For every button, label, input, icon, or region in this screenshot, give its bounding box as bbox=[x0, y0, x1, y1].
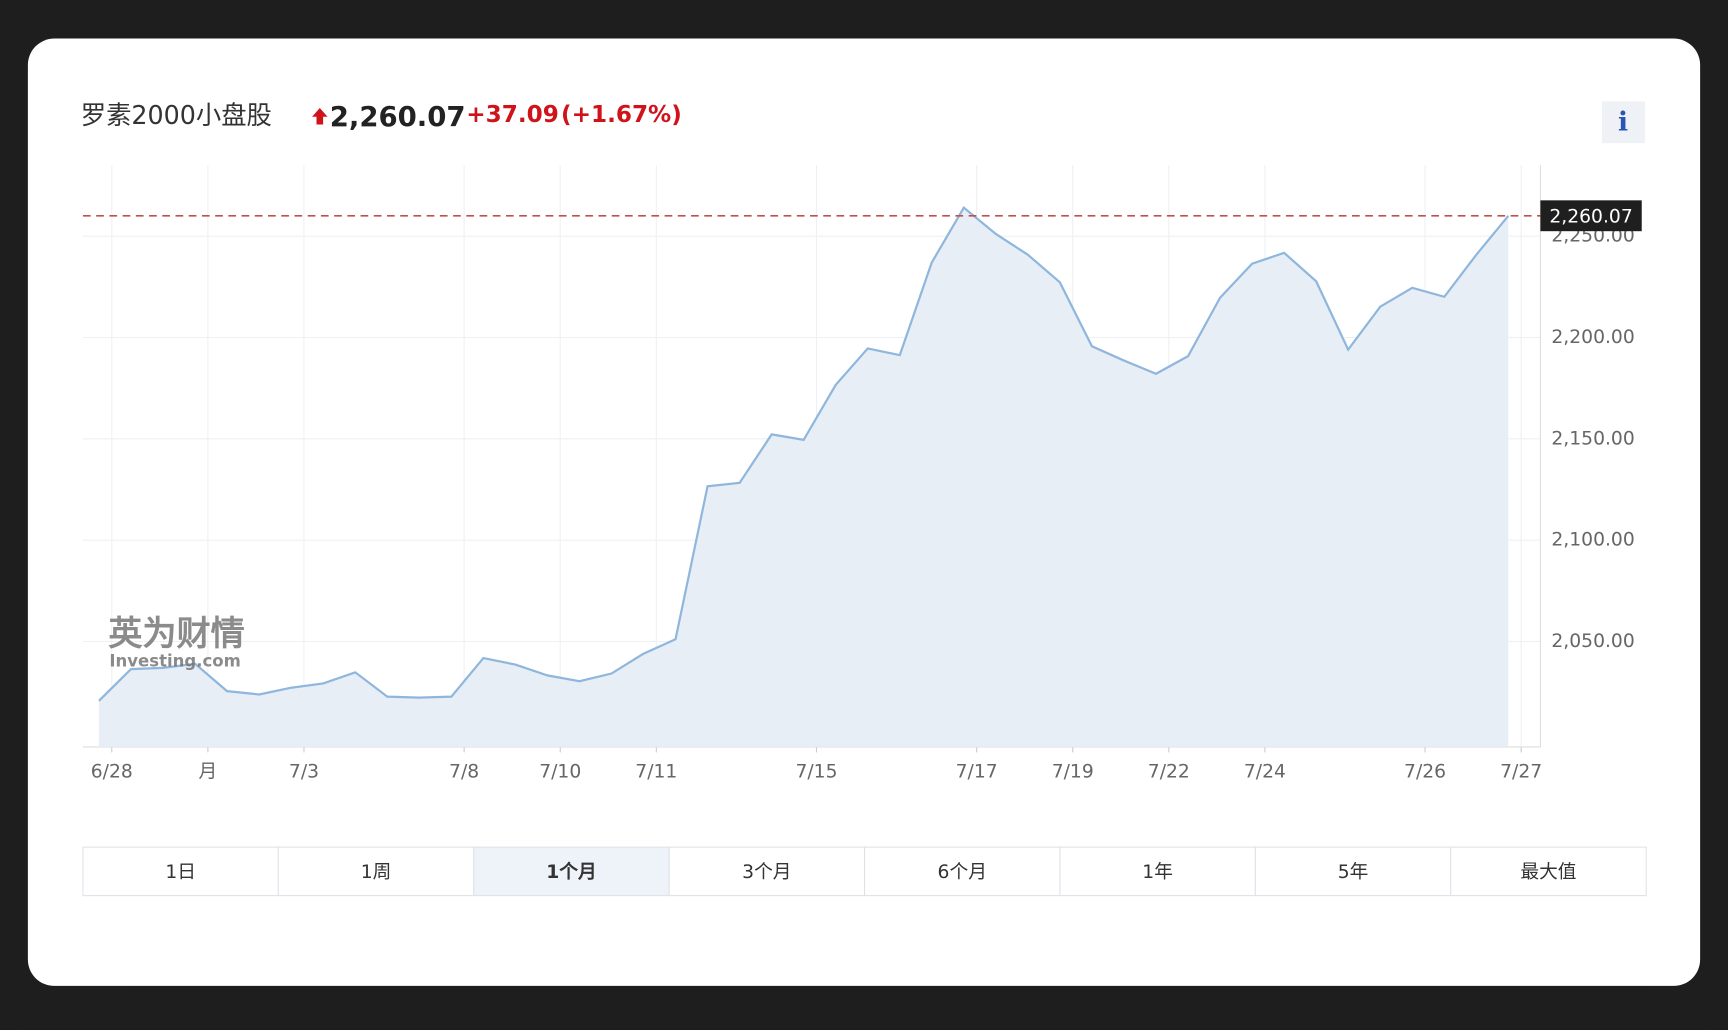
tab-label: 3个月 bbox=[742, 862, 791, 883]
x-tick-label: 7/22 bbox=[1148, 762, 1190, 783]
x-tick-label: 6/28 bbox=[91, 762, 133, 783]
range-tab[interactable]: 最大值 bbox=[1450, 846, 1647, 897]
change: +37.09 bbox=[466, 102, 559, 128]
range-tab[interactable]: 5年 bbox=[1254, 846, 1452, 897]
y-tick-label: 2,150.00 bbox=[1551, 428, 1634, 449]
x-tick-label: 7/8 bbox=[449, 762, 479, 783]
tab-label: 最大值 bbox=[1520, 862, 1576, 883]
area-fill bbox=[98, 207, 1509, 747]
tab-box bbox=[1450, 846, 1647, 897]
tab-label: 1日 bbox=[165, 862, 196, 883]
tab-box bbox=[277, 846, 475, 897]
range-tab[interactable]: 1周 bbox=[277, 846, 475, 897]
y-tick-label: 2,050.00 bbox=[1551, 631, 1634, 652]
x-tick-label: 7/15 bbox=[795, 762, 837, 783]
info-box bbox=[1602, 101, 1646, 144]
change-pct: (+1.67%) bbox=[561, 102, 682, 128]
tab-label: 5年 bbox=[1338, 862, 1369, 883]
tab-box bbox=[1254, 846, 1452, 897]
y-tick-label: 2,200.00 bbox=[1551, 327, 1634, 348]
x-tick-label: 7/24 bbox=[1244, 762, 1286, 783]
x-tick-label: 7/19 bbox=[1052, 762, 1094, 783]
tab-box bbox=[82, 846, 279, 897]
info-button[interactable]: i bbox=[1602, 101, 1646, 144]
tab-label: 1个月 bbox=[546, 861, 596, 883]
reference-label: 2,260.07 bbox=[1549, 206, 1632, 227]
tab-box bbox=[864, 846, 1061, 897]
x-tick-label: 7/10 bbox=[539, 762, 581, 783]
x-tick-label: 7/3 bbox=[289, 762, 319, 783]
watermark-cn: 英为财情 bbox=[108, 614, 245, 654]
tab-label: 1年 bbox=[1142, 862, 1173, 883]
x-tick-label: 7/17 bbox=[956, 762, 998, 783]
range-tab[interactable]: 1个月 bbox=[473, 846, 670, 897]
range-tab[interactable]: 3个月 bbox=[668, 846, 866, 897]
reference-label-box bbox=[1540, 200, 1642, 232]
x-tick-label: 7/26 bbox=[1404, 762, 1446, 783]
price: 2,260.07 bbox=[330, 101, 466, 133]
tab-label: 1周 bbox=[361, 862, 392, 883]
tab-box bbox=[1059, 846, 1256, 897]
tab-box bbox=[473, 846, 670, 897]
range-tab[interactable]: 1日 bbox=[82, 846, 279, 897]
tab-box bbox=[668, 846, 866, 897]
x-tick-label: 月 bbox=[199, 762, 218, 783]
x-tick-label: 7/11 bbox=[635, 762, 677, 783]
up-arrow bbox=[312, 107, 328, 125]
tab-label: 6个月 bbox=[938, 862, 987, 883]
chart-title: 罗素2000小盘股 bbox=[81, 100, 272, 130]
x-tick-label: 7/27 bbox=[1500, 762, 1542, 783]
info-icon: i bbox=[1618, 106, 1628, 137]
range-tab[interactable]: 6个月 bbox=[864, 846, 1061, 897]
range-tab[interactable]: 1年 bbox=[1059, 846, 1256, 897]
y-tick-label: 2,100.00 bbox=[1551, 530, 1634, 551]
price-line bbox=[98, 205, 1510, 702]
watermark-en: Investing.com bbox=[109, 652, 240, 671]
